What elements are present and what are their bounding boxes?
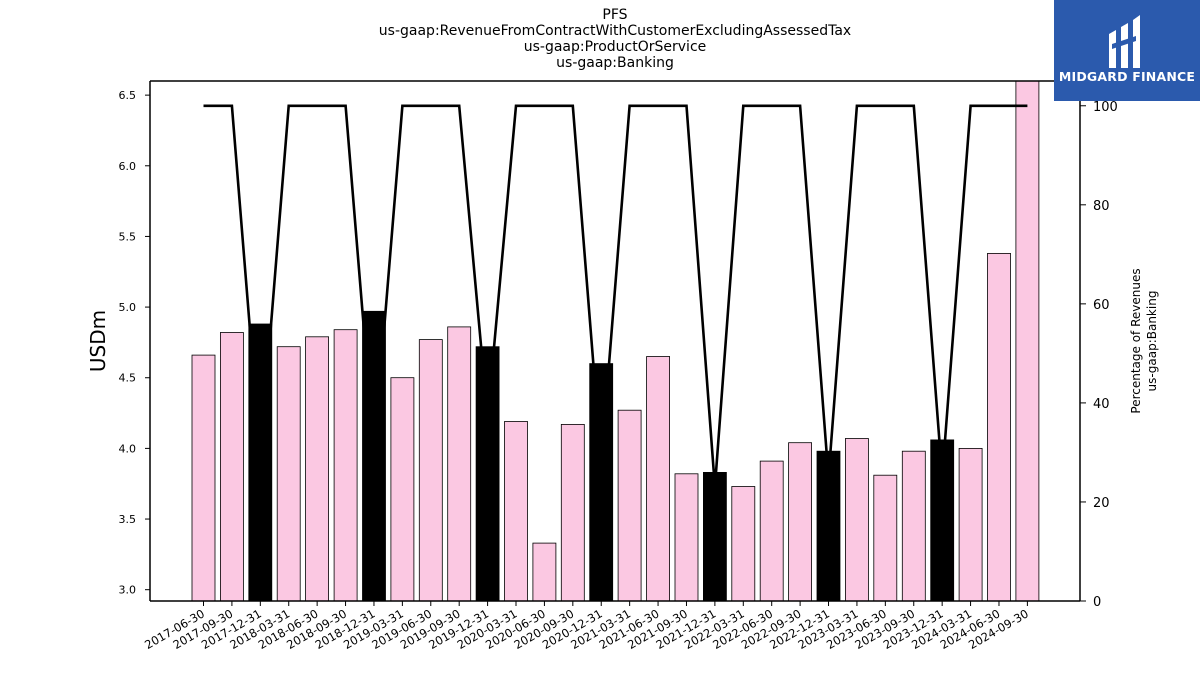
bar bbox=[191, 354, 216, 602]
y-tick-label: 6.5 bbox=[119, 89, 137, 102]
y2-tick-label: 40 bbox=[1093, 397, 1110, 412]
y-tick-label: 3.5 bbox=[119, 513, 137, 526]
bar bbox=[703, 471, 727, 602]
bar bbox=[674, 473, 699, 602]
midgard-finance-logo: MIDGARD FINANCE bbox=[1054, 0, 1200, 101]
bar bbox=[219, 332, 244, 602]
bar bbox=[475, 346, 500, 602]
bar bbox=[418, 339, 443, 602]
chart-title-line-1: PFS bbox=[602, 7, 628, 23]
bar bbox=[646, 356, 670, 602]
bar bbox=[1015, 80, 1040, 602]
chart-title-line-3: us-gaap:ProductOrService bbox=[523, 39, 707, 55]
y2-tick-label: 60 bbox=[1093, 298, 1110, 313]
bar bbox=[589, 363, 614, 602]
logo-text: MIDGARD FINANCE bbox=[1058, 69, 1196, 84]
y2-tick-label: 80 bbox=[1093, 199, 1110, 214]
chart-title-line-4: us-gaap:Banking bbox=[556, 55, 674, 71]
bar bbox=[958, 447, 983, 602]
y2-axis-label-line-1: Percentage of Revenues bbox=[1129, 268, 1143, 413]
bar bbox=[873, 474, 898, 602]
bar bbox=[276, 346, 301, 602]
bar bbox=[845, 438, 869, 602]
bar bbox=[532, 542, 557, 602]
chart-title-line-2: us-gaap:RevenueFromContractWithCustomerE… bbox=[378, 23, 852, 39]
y2-axis-label-line-2: us-gaap:Banking bbox=[1145, 291, 1159, 392]
y-tick-label: 4.0 bbox=[119, 442, 137, 455]
y-tick-label: 3.0 bbox=[119, 584, 137, 597]
y2-tick-label: 20 bbox=[1093, 496, 1110, 511]
bar bbox=[987, 252, 1011, 602]
y2-tick-label: 100 bbox=[1093, 100, 1118, 115]
bar bbox=[560, 423, 585, 602]
bar bbox=[333, 329, 358, 602]
bar bbox=[390, 377, 415, 602]
y-tick-label: 6.0 bbox=[119, 160, 137, 173]
bar bbox=[788, 442, 812, 602]
y-tick-label: 5.0 bbox=[119, 301, 137, 314]
bar bbox=[447, 326, 472, 602]
bar bbox=[617, 409, 642, 602]
bar bbox=[759, 460, 784, 602]
y-tick-label: 4.5 bbox=[119, 372, 137, 385]
y-axis-label: USDm bbox=[86, 310, 110, 372]
percentage-line bbox=[203, 104, 1028, 488]
bar bbox=[305, 336, 330, 602]
bar bbox=[731, 486, 756, 602]
bar bbox=[901, 450, 926, 602]
y2-tick-label: 0 bbox=[1093, 595, 1101, 610]
logo-mark-icon bbox=[1109, 15, 1140, 68]
bar bbox=[504, 421, 528, 602]
y-tick-label: 5.5 bbox=[119, 230, 137, 243]
